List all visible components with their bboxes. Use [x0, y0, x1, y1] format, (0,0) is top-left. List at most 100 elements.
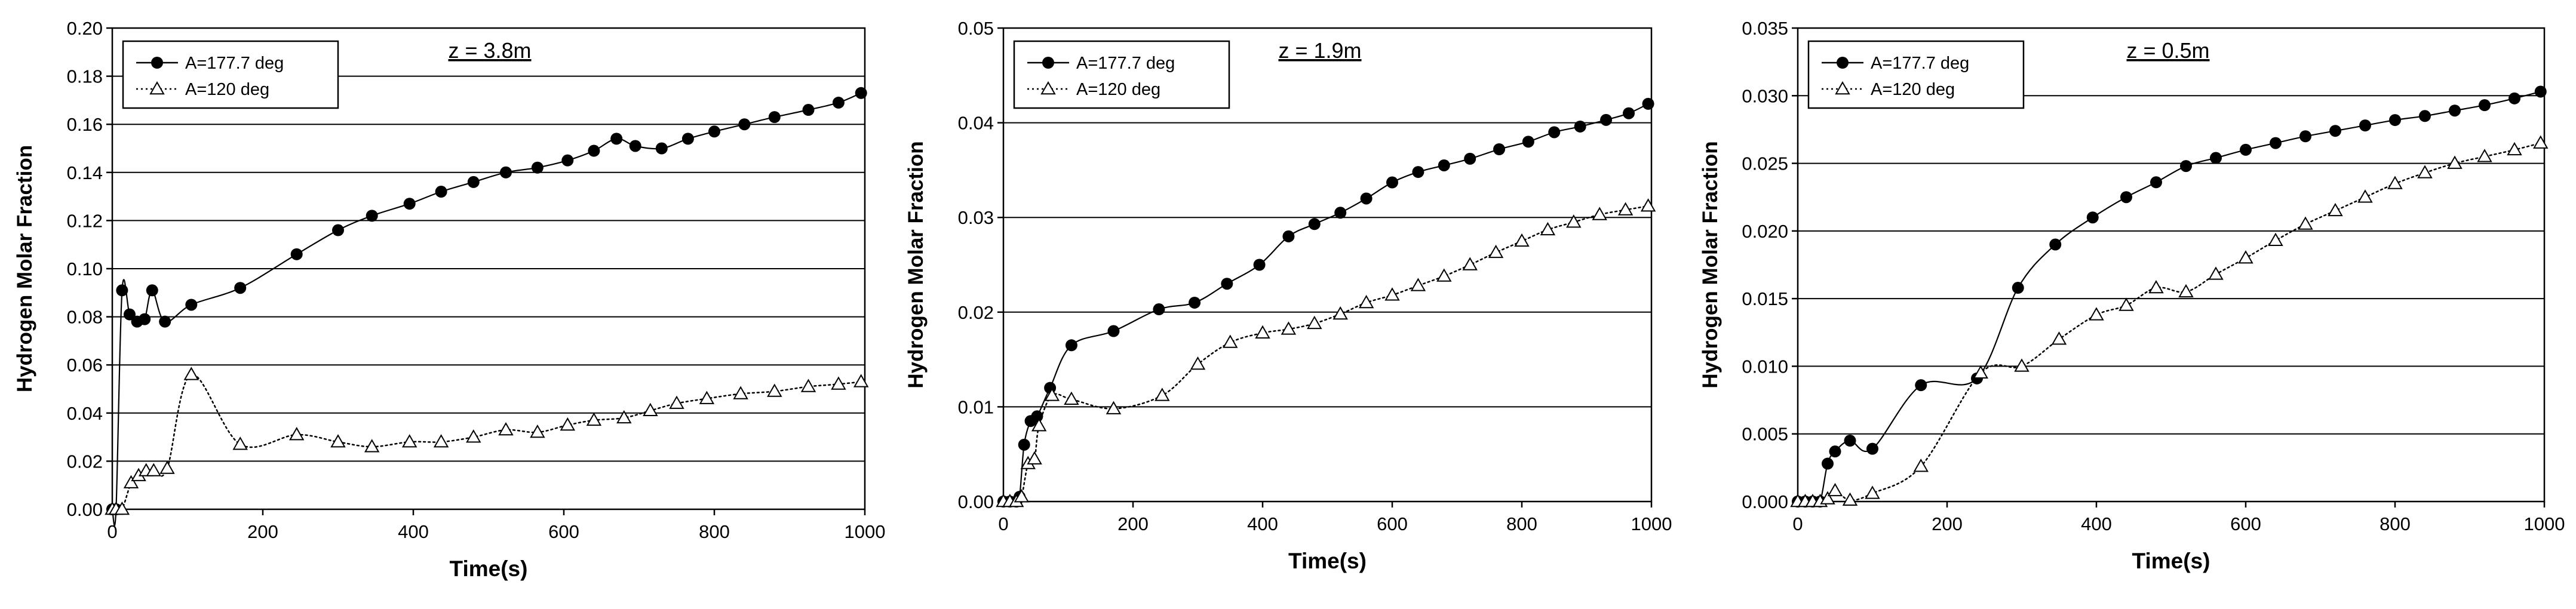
x-tick-label: 0: [998, 513, 1008, 534]
data-point: [234, 282, 247, 294]
data-point: [1829, 445, 1841, 458]
y-tick-label: 0.08: [67, 307, 103, 328]
y-tick-label: 0.010: [1742, 356, 1788, 377]
y-axis-label: Hydrogen Molar Fraction: [1699, 141, 1722, 388]
data-point: [1155, 387, 1170, 401]
data-point: [1334, 207, 1347, 219]
data-point: [2359, 119, 2371, 132]
x-axis-label: Time(s): [1288, 549, 1367, 573]
data-point: [433, 434, 449, 448]
x-tick-label: 0: [1792, 513, 1803, 534]
data-point: [1189, 296, 1201, 309]
data-point: [366, 210, 378, 222]
data-point: [2268, 232, 2283, 246]
data-point: [139, 313, 151, 325]
data-point: [1031, 418, 1047, 432]
data-point: [2507, 142, 2522, 156]
data-point: [1014, 489, 1030, 503]
data-point: [1332, 306, 1348, 320]
data-point: [123, 475, 139, 488]
data-point: [1842, 492, 1858, 506]
data-point: [1065, 339, 1077, 352]
data-point: [616, 410, 632, 424]
data-point: [1436, 268, 1452, 282]
data-point: [2419, 110, 2431, 122]
y-tick-label: 0.20: [67, 18, 103, 39]
plot-area: [1797, 27, 2546, 503]
data-point: [2477, 149, 2492, 162]
data-point: [2328, 202, 2343, 217]
data-point: [586, 412, 602, 426]
data-point: [561, 154, 574, 167]
data-point: [332, 224, 344, 236]
data-point: [146, 284, 158, 297]
y-tick-label: 0.01: [958, 396, 994, 417]
data-point: [1822, 457, 1834, 470]
data-point: [1386, 176, 1398, 189]
data-point: [2298, 216, 2313, 230]
data-point: [1107, 325, 1120, 337]
chart-title: z = 0.5m: [2126, 38, 2209, 63]
data-point: [2447, 155, 2463, 169]
legend-label: A=120 deg: [185, 80, 269, 99]
data-point: [1493, 143, 1506, 156]
data-point: [2270, 137, 2282, 149]
data-point: [1106, 401, 1122, 414]
data-point: [2329, 125, 2341, 137]
data-point: [767, 383, 782, 397]
y-tick-label: 0.005: [1742, 424, 1788, 445]
x-tick-label: 1000: [1631, 513, 1672, 534]
data-point: [116, 284, 128, 297]
x-tick-label: 200: [1932, 513, 1963, 534]
data-point: [1412, 166, 1424, 179]
legend-box: [1013, 40, 1230, 109]
legend: A=177.7 deg A=120 deg: [1013, 40, 1230, 109]
data-point: [2240, 143, 2252, 156]
legend-label: A=120 deg: [1076, 80, 1160, 99]
data-point: [1223, 334, 1238, 348]
chart-panel-3: 0.000 0.005 0.010 0.015 0.020 0.025 0.030 0.035…: [1699, 18, 2565, 573]
data-point: [1064, 391, 1079, 405]
data-point: [2089, 307, 2104, 321]
data-point: [2049, 238, 2062, 251]
legend-marker: [149, 81, 165, 95]
data-point: [1522, 136, 1534, 148]
y-tick-label: 0.030: [1742, 85, 1788, 106]
x-tick-label: 600: [548, 521, 579, 542]
data-point: [2012, 282, 2024, 294]
data-point: [2014, 358, 2030, 372]
x-tick-label: 800: [1506, 513, 1537, 534]
data-point: [499, 166, 512, 179]
data-point: [123, 308, 136, 321]
data-point: [1360, 192, 1373, 205]
data-point: [800, 379, 816, 392]
chart-title: z = 1.9m: [1278, 38, 1361, 63]
x-axis-label: Time(s): [2132, 549, 2210, 573]
data-point: [1548, 126, 1561, 139]
x-tick-label: 0: [107, 521, 117, 542]
data-point: [1820, 491, 1835, 505]
data-point: [1438, 159, 1450, 171]
data-point: [2357, 189, 2373, 203]
data-point: [401, 434, 417, 448]
data-point: [467, 176, 480, 188]
series-line-a177: [1797, 91, 2541, 505]
data-point: [1592, 207, 1607, 220]
data-point: [1253, 259, 1266, 271]
legend-label: A=177.7 deg: [1076, 54, 1175, 73]
y-tick-label: 0.020: [1742, 221, 1788, 242]
y-tick-label: 0.015: [1742, 288, 1788, 309]
data-point: [466, 429, 481, 443]
data-point: [560, 417, 576, 431]
y-tick-label: 0.10: [67, 259, 103, 279]
data-point: [699, 390, 715, 404]
x-axis-label: Time(s): [450, 556, 528, 581]
data-point: [498, 422, 514, 436]
data-point: [2238, 250, 2253, 264]
data-point: [738, 118, 751, 131]
y-tick-label: 0.05: [958, 18, 994, 39]
data-point: [1866, 442, 1878, 455]
data-point: [146, 463, 162, 476]
data-point: [1221, 278, 1233, 290]
data-point: [1640, 198, 1656, 212]
